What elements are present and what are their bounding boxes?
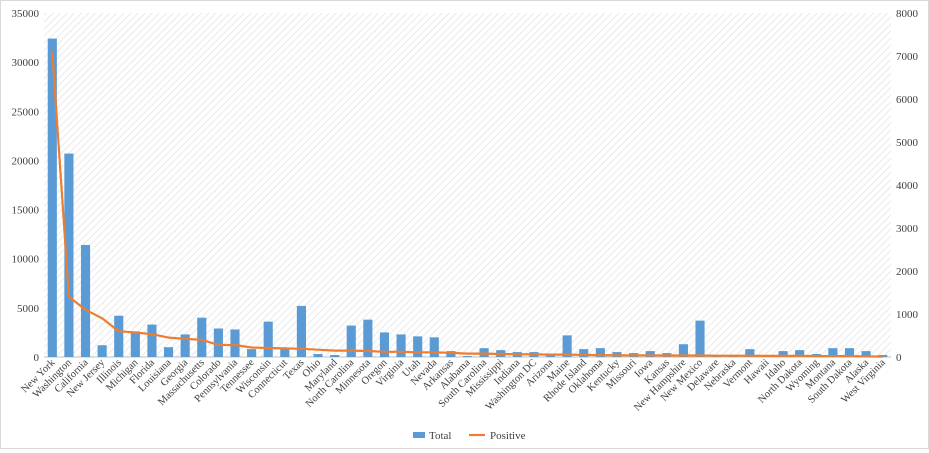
y-left-tick-label: 20000 xyxy=(12,155,40,167)
legend: Total Positive xyxy=(413,430,526,442)
total-bar xyxy=(695,320,705,357)
total-bar xyxy=(263,321,273,357)
y-right-tick-label: 3000 xyxy=(896,223,919,235)
total-bar xyxy=(645,351,655,357)
total-bar xyxy=(861,351,871,357)
total-bar xyxy=(296,305,306,357)
positive-series-line xyxy=(51,51,883,358)
total-bar xyxy=(130,331,140,357)
y-right-tick-label: 8000 xyxy=(896,8,919,20)
total-bar xyxy=(230,329,240,357)
total-bar xyxy=(313,354,323,357)
total-bar xyxy=(745,349,755,357)
total-bar xyxy=(778,351,788,357)
total-bar xyxy=(828,348,838,357)
total-bar xyxy=(396,334,406,357)
y-right-tick-label: 0 xyxy=(896,352,902,364)
total-bar xyxy=(579,349,589,357)
total-bar xyxy=(795,350,805,357)
total-bar xyxy=(147,324,157,357)
y-left-tick-label: 10000 xyxy=(12,254,40,266)
total-bar xyxy=(562,335,572,357)
total-bar xyxy=(213,328,223,357)
total-bar xyxy=(80,244,91,357)
total-bar xyxy=(197,317,207,357)
total-bar xyxy=(379,332,390,357)
y-left-tick-label: 35000 xyxy=(12,8,40,20)
y-left-tick-label: 5000 xyxy=(17,303,40,315)
total-bar xyxy=(330,355,340,357)
y-right-tick-label: 2000 xyxy=(896,266,919,278)
total-bar xyxy=(363,319,373,357)
total-bar xyxy=(462,356,473,357)
total-bar xyxy=(97,345,107,357)
y-right-tick-label: 1000 xyxy=(896,309,919,321)
total-bar xyxy=(64,153,74,357)
y-right-tick-label: 7000 xyxy=(896,51,919,63)
total-bar xyxy=(844,348,855,357)
y-left-tick-label: 25000 xyxy=(12,106,40,118)
y-axis-left-ticks: 0 5000 10000 15000 20000 25000 30000 35000 xyxy=(12,8,40,364)
total-bar xyxy=(47,38,57,357)
y-right-tick-label: 5000 xyxy=(896,137,919,149)
y-right-tick-label: 6000 xyxy=(896,94,919,106)
y-right-tick-label: 4000 xyxy=(896,180,919,192)
total-bar xyxy=(413,336,423,357)
legend-total-label: Total xyxy=(429,430,451,442)
total-bar xyxy=(114,315,124,357)
plot-area-background xyxy=(44,13,891,357)
y-axis-right-ticks: 0 1000 2000 3000 4000 5000 6000 7000 8000 xyxy=(896,8,919,364)
total-bar xyxy=(163,347,174,357)
y-left-tick-label: 30000 xyxy=(12,57,40,69)
total-bar xyxy=(595,348,605,357)
total-bar xyxy=(247,349,257,357)
total-bar xyxy=(678,344,688,357)
total-bar xyxy=(446,351,456,357)
total-bar xyxy=(429,337,439,357)
legend-positive-label: Positive xyxy=(490,430,526,442)
legend-total-swatch xyxy=(413,432,425,438)
total-bar xyxy=(346,325,356,357)
total-bar xyxy=(180,334,190,357)
y-left-tick-label: 15000 xyxy=(12,205,40,217)
y-left-tick-label: 0 xyxy=(34,352,40,364)
total-bar xyxy=(280,349,290,357)
